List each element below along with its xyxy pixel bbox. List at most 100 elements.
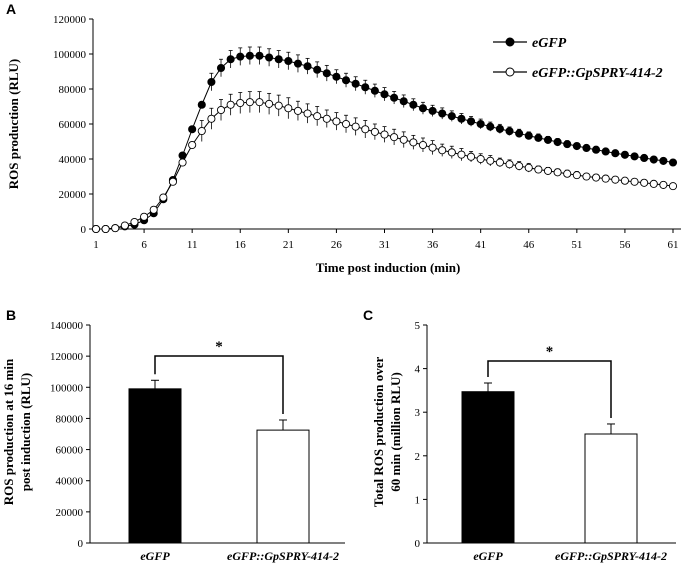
data-point-gpspry — [226, 100, 235, 109]
x-tick-label: 31 — [379, 239, 390, 251]
y-tick-label: 0 — [81, 224, 87, 236]
data-point-egfp — [447, 112, 456, 121]
y-tick-label: 3 — [415, 407, 421, 419]
data-point-gpspry — [659, 180, 668, 189]
data-point-egfp — [428, 106, 437, 115]
data-point-gpspry — [582, 172, 591, 181]
data-point-gpspry — [111, 224, 120, 233]
y-tick-label: 4 — [415, 364, 421, 376]
y-tick-label: 20000 — [56, 507, 84, 519]
data-point-gpspry — [447, 148, 456, 157]
panel-c-y-label-line1: Total ROS production over — [371, 356, 386, 507]
data-point-egfp — [553, 137, 562, 147]
data-point-egfp — [438, 109, 447, 118]
data-point-egfp — [486, 122, 495, 131]
data-point-egfp — [399, 97, 408, 106]
data-point-egfp — [216, 63, 226, 73]
x-tick-label: 61 — [668, 239, 679, 251]
y-tick-label: 120000 — [53, 14, 87, 26]
data-point-egfp — [640, 153, 649, 162]
panel-b: B 0 20000 40000 60000 80000 100000 120000 14000… — [1, 307, 345, 563]
data-point-egfp — [572, 141, 581, 151]
data-point-gpspry — [303, 109, 312, 118]
data-point-gpspry — [572, 171, 581, 180]
data-point-gpspry — [592, 173, 601, 182]
data-point-gpspry — [380, 130, 389, 139]
y-tick-label: 40000 — [56, 476, 84, 488]
data-point-gpspry — [418, 140, 428, 150]
y-tick-label: 40000 — [59, 154, 87, 166]
y-tick-label: 100000 — [53, 49, 87, 61]
y-tick-label: 5 — [415, 320, 421, 332]
y-tick-label: 120000 — [50, 351, 84, 363]
data-point-egfp — [534, 133, 543, 142]
panel-b-bars: * — [128, 339, 310, 544]
data-point-gpspry — [207, 114, 216, 123]
data-point-gpspry — [668, 182, 678, 191]
data-point-egfp — [505, 127, 514, 136]
data-point-egfp — [649, 155, 658, 164]
significance-bracket — [154, 355, 284, 414]
data-point-egfp — [303, 62, 312, 71]
data-point-egfp — [332, 72, 341, 81]
data-point-gpspry — [524, 163, 533, 172]
data-point-gpspry — [178, 158, 187, 167]
y-tick-label: 0 — [78, 538, 84, 550]
panel-a-letter: A — [6, 1, 16, 17]
panel-c: C 0 1 2 3 4 5 * eGFP eGFP::GpSPRY-414-2 Total… — [363, 307, 676, 563]
y-tick-label: 2 — [415, 451, 421, 463]
panel-b-category-gpspry: eGFP::GpSPRY-414-2 — [227, 549, 339, 563]
data-point-egfp — [245, 51, 254, 60]
data-point-gpspry — [399, 135, 408, 144]
x-tick-label: 26 — [331, 239, 343, 251]
data-point-egfp — [361, 83, 370, 92]
data-point-gpspry — [361, 125, 370, 134]
data-point-gpspry — [168, 177, 177, 186]
data-point-egfp — [284, 56, 293, 66]
data-point-egfp — [630, 152, 639, 161]
panel-b-y-ticks: 0 20000 40000 60000 80000 100000 120000 140000 — [50, 320, 90, 550]
data-point-gpspry — [534, 165, 543, 174]
data-point-gpspry — [390, 133, 399, 142]
data-point-gpspry — [495, 158, 504, 167]
panel-a-series — [91, 46, 678, 234]
panel-c-y-ticks: 0 1 2 3 4 5 — [415, 320, 427, 550]
significance-label: * — [215, 339, 223, 355]
data-point-gpspry — [284, 104, 293, 113]
x-tick-label: 36 — [427, 239, 439, 251]
data-point-gpspry — [197, 126, 206, 136]
data-point-gpspry — [409, 138, 418, 147]
y-tick-label: 80000 — [56, 413, 84, 425]
data-point-egfp — [563, 140, 572, 149]
significance-label: * — [546, 344, 554, 360]
data-point-gpspry — [293, 106, 303, 115]
data-point-gpspry — [630, 177, 639, 186]
data-point-gpspry — [611, 175, 620, 184]
x-tick-label: 41 — [475, 239, 486, 251]
panel-c-letter: C — [363, 307, 373, 323]
data-point-gpspry — [149, 205, 158, 214]
panel-b-y-label-line2: post induction (RLU) — [18, 373, 33, 491]
panel-b-letter: B — [6, 307, 16, 323]
y-tick-label: 0 — [415, 538, 421, 550]
bar-egfp — [128, 388, 182, 544]
data-point-gpspry — [438, 146, 447, 155]
data-point-egfp — [620, 150, 629, 159]
data-point-egfp — [226, 55, 235, 64]
data-point-gpspry — [322, 114, 331, 123]
y-tick-label: 1 — [415, 494, 421, 506]
data-point-gpspry — [216, 105, 226, 115]
data-point-egfp — [188, 125, 197, 134]
data-point-gpspry — [255, 98, 264, 107]
x-tick-label: 46 — [523, 239, 535, 251]
data-point-gpspry — [640, 178, 649, 187]
x-tick-label: 16 — [235, 239, 247, 251]
data-point-gpspry — [351, 122, 360, 131]
y-tick-label: 60000 — [59, 119, 87, 131]
panel-a-x-label: Time post induction (min) — [316, 260, 461, 275]
x-tick-label: 51 — [571, 239, 582, 251]
data-point-gpspry — [505, 160, 514, 169]
y-tick-label: 100000 — [50, 382, 84, 394]
data-point-egfp — [255, 51, 264, 60]
